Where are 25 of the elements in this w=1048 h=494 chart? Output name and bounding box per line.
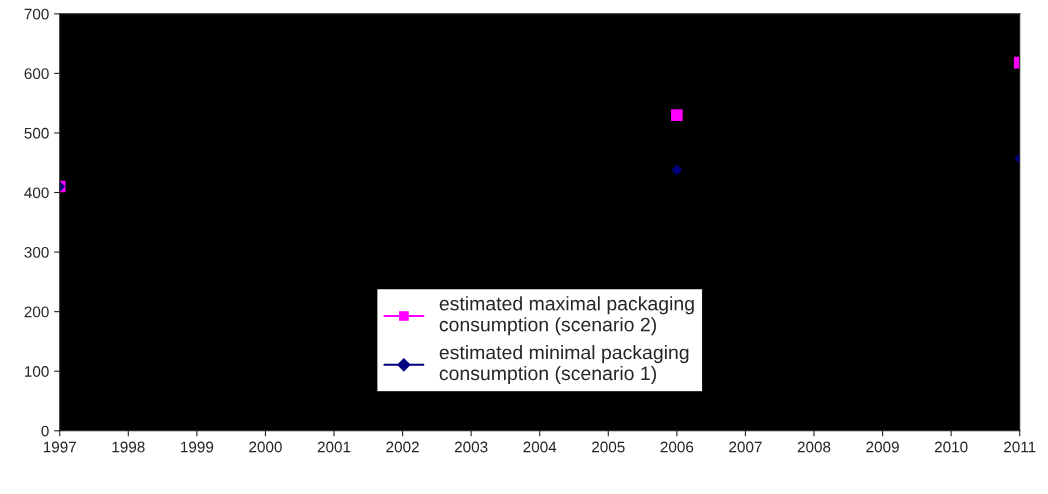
- x-tick-label: 1998: [112, 441, 145, 453]
- x-tick-label: 2011: [1004, 441, 1036, 453]
- x-tick-label: 2009: [866, 441, 899, 453]
- x-tick-label: 2000: [249, 441, 282, 453]
- x-tick-label: 2006: [660, 441, 694, 453]
- x-tick-label: 2005: [592, 441, 625, 453]
- y-tick-label: 700: [24, 8, 49, 20]
- y-tick-label: 400: [24, 187, 49, 199]
- x-tick-label: 2002: [386, 441, 419, 453]
- x-tick-label: 2007: [729, 441, 762, 453]
- y-tick-label: 500: [24, 127, 49, 139]
- legend-label: estimated maximal packaging consumption (scenario 2): [439, 296, 694, 336]
- x-tick-label: 2008: [797, 441, 831, 453]
- y-tick-label: 300: [24, 246, 49, 258]
- x-tick-label: 2004: [523, 441, 557, 453]
- y-tick-label: 200: [24, 306, 49, 318]
- y-tick-label: 600: [24, 68, 49, 80]
- x-tick-label: 2003: [454, 441, 488, 453]
- y-tick-label: 100: [25, 366, 49, 377]
- x-tick-label: 1997: [43, 441, 76, 453]
- x-tick-label: 1999: [181, 441, 214, 453]
- x-tick-label: 2010: [934, 441, 968, 453]
- y-tick-label: 0: [41, 425, 49, 437]
- x-tick-label: 2001: [317, 441, 351, 453]
- legend-label: estimated minimal packaging consumption (scenario 1): [439, 345, 689, 385]
